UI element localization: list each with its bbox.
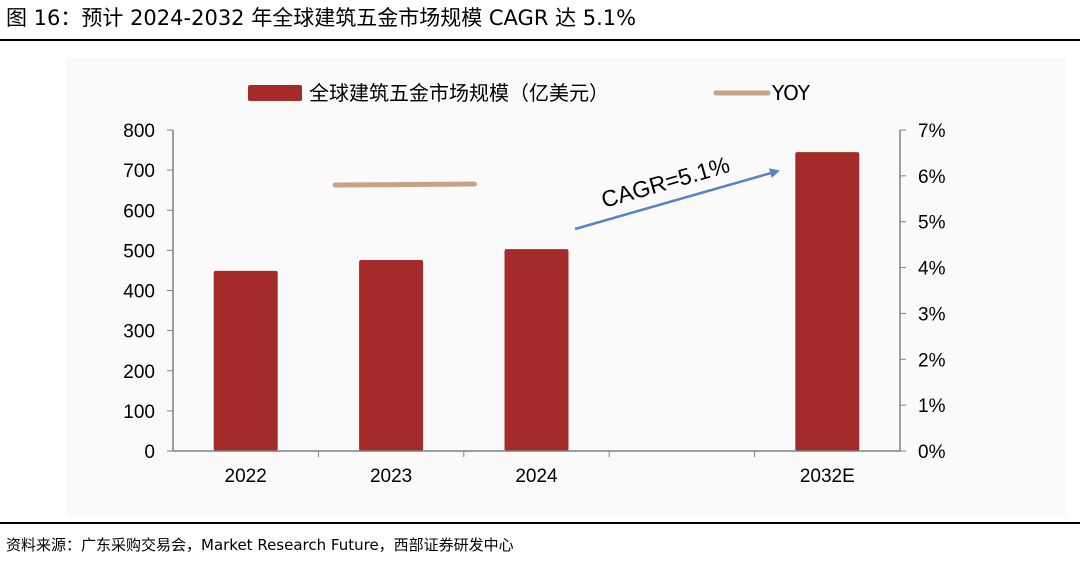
bar-2024 [504, 249, 569, 451]
legend-bar-label: 全球建筑五金市场规模（亿美元） [309, 81, 609, 105]
left-tick-label: 100 [123, 402, 155, 423]
bottom-rule [0, 522, 1080, 524]
x-tick-label: 2023 [370, 466, 412, 487]
left-tick-label: 600 [123, 201, 155, 222]
bar-2022 [213, 270, 278, 451]
bar-2032E [795, 152, 860, 451]
bar-2023 [359, 260, 424, 451]
right-tick-label: 0% [918, 442, 946, 463]
legend-bar-swatch [248, 85, 302, 101]
top-rule [0, 39, 1080, 41]
left-tick-label: 0 [144, 442, 155, 463]
cagr-arrow [574, 168, 780, 231]
figure-title: 图 16：预计 2024-2032 年全球建筑五金市场规模 CAGR 达 5.1… [6, 6, 637, 30]
x-tick-label: 2032E [800, 466, 855, 487]
source-note: 资料来源：广东采购交易会，Market Research Future，西部证券… [6, 536, 514, 554]
legend-line-label: YOY [771, 81, 811, 105]
left-tick-label: 200 [123, 362, 155, 383]
yoy-line [332, 181, 477, 188]
right-tick-label: 5% [918, 213, 946, 234]
left-tick-label: 800 [123, 121, 155, 142]
right-tick-label: 7% [918, 121, 946, 142]
right-tick-label: 4% [918, 259, 946, 280]
right-tick-label: 2% [918, 350, 946, 371]
right-tick-label: 3% [918, 304, 946, 325]
x-tick-label: 2022 [225, 466, 267, 487]
right-tick-label: 6% [918, 167, 946, 188]
left-tick-label: 300 [123, 322, 155, 343]
left-tick-label: 400 [123, 282, 155, 303]
left-tick-label: 700 [123, 161, 155, 182]
x-tick-label: 2024 [515, 466, 558, 487]
left-tick-label: 500 [123, 241, 155, 262]
right-tick-label: 1% [918, 396, 946, 417]
